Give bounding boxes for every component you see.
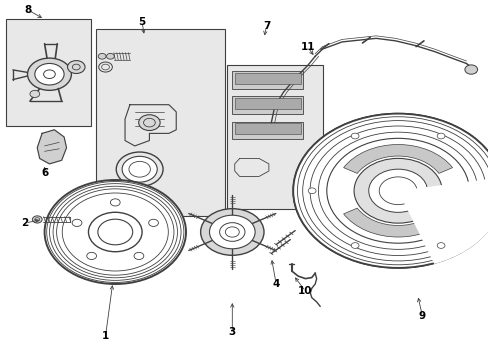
Circle shape — [436, 243, 444, 248]
Circle shape — [148, 219, 158, 226]
Wedge shape — [397, 177, 488, 264]
Text: 11: 11 — [300, 42, 314, 52]
Circle shape — [134, 252, 143, 260]
Text: 8: 8 — [24, 5, 31, 15]
Text: 1: 1 — [102, 331, 109, 341]
Bar — [232, 96, 303, 114]
Bar — [232, 122, 303, 139]
Circle shape — [86, 252, 96, 260]
Text: 5: 5 — [138, 17, 145, 27]
Circle shape — [139, 115, 160, 131]
Circle shape — [35, 63, 64, 85]
Bar — [234, 123, 300, 134]
Text: 7: 7 — [262, 21, 269, 31]
Text: 2: 2 — [21, 218, 29, 228]
Circle shape — [116, 152, 163, 186]
Polygon shape — [37, 130, 66, 164]
Text: 9: 9 — [418, 311, 425, 321]
Circle shape — [350, 133, 358, 139]
Circle shape — [200, 209, 264, 255]
Circle shape — [72, 219, 81, 226]
Bar — [5, 19, 91, 126]
Circle shape — [98, 53, 106, 59]
Circle shape — [350, 243, 358, 248]
Circle shape — [307, 188, 315, 194]
Wedge shape — [343, 144, 452, 174]
Text: 6: 6 — [41, 168, 48, 178]
Circle shape — [30, 90, 40, 98]
Circle shape — [464, 65, 477, 74]
Circle shape — [67, 60, 85, 73]
Bar — [96, 30, 224, 216]
Circle shape — [110, 199, 120, 206]
Circle shape — [436, 133, 444, 139]
Circle shape — [106, 53, 114, 59]
Bar — [234, 73, 300, 84]
Bar — [232, 71, 303, 89]
Circle shape — [44, 180, 185, 284]
Circle shape — [353, 158, 441, 223]
Bar — [234, 98, 300, 109]
Text: 10: 10 — [298, 286, 312, 296]
Circle shape — [27, 58, 71, 90]
Wedge shape — [343, 208, 452, 237]
Circle shape — [293, 114, 488, 268]
Bar — [227, 65, 322, 209]
Text: 3: 3 — [228, 327, 235, 337]
Circle shape — [209, 215, 255, 249]
Text: 4: 4 — [272, 279, 279, 289]
Circle shape — [32, 216, 42, 223]
Circle shape — [122, 156, 157, 182]
Circle shape — [368, 169, 427, 212]
